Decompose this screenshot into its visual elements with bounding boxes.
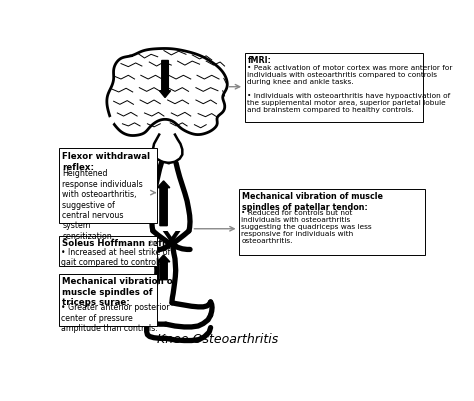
Text: fMRI:: fMRI: [248, 57, 272, 65]
Text: • Greater anterior posterior
center of pressure
amplitude than controls.: • Greater anterior posterior center of p… [62, 303, 170, 333]
FancyArrow shape [157, 255, 170, 280]
Text: Knee Osteoarthritis: Knee Osteoarthritis [156, 333, 278, 346]
FancyArrow shape [157, 181, 170, 226]
FancyBboxPatch shape [59, 273, 156, 326]
Polygon shape [153, 135, 182, 163]
FancyArrow shape [160, 61, 171, 97]
Text: • Increased at heel strike of
gait compared to controls.: • Increased at heel strike of gait compa… [62, 248, 171, 267]
FancyBboxPatch shape [245, 53, 423, 122]
Text: • Peak activation of motor cortex was more anterior for
individuals with osteoar: • Peak activation of motor cortex was mo… [247, 65, 452, 85]
FancyBboxPatch shape [59, 235, 156, 266]
Text: X: X [162, 230, 181, 254]
FancyBboxPatch shape [239, 188, 425, 255]
Polygon shape [106, 116, 114, 128]
Text: Mechanical vibration of
muscle spindles of
triceps surae:: Mechanical vibration of muscle spindles … [62, 277, 177, 307]
Text: • Reduced for controls but not
individuals with osteoarthritis
suggesting the qu: • Reduced for controls but not individua… [241, 210, 372, 243]
Text: Flexor withdrawal
reflex:: Flexor withdrawal reflex: [62, 152, 150, 172]
Text: Mechanical vibration of muscle
spindles of patellar tendon:: Mechanical vibration of muscle spindles … [242, 192, 383, 212]
FancyBboxPatch shape [59, 148, 156, 223]
Text: Heightened
response individuals
with osteoarthritis,
suggestive of
central nervo: Heightened response individuals with ost… [62, 170, 143, 241]
Text: • Individuals with osteoarthritis have hypoactivation of
the supplemental motor : • Individuals with osteoarthritis have h… [247, 93, 450, 113]
Text: Soleus Hoffmann reflex:: Soleus Hoffmann reflex: [62, 239, 180, 248]
Polygon shape [107, 49, 227, 136]
